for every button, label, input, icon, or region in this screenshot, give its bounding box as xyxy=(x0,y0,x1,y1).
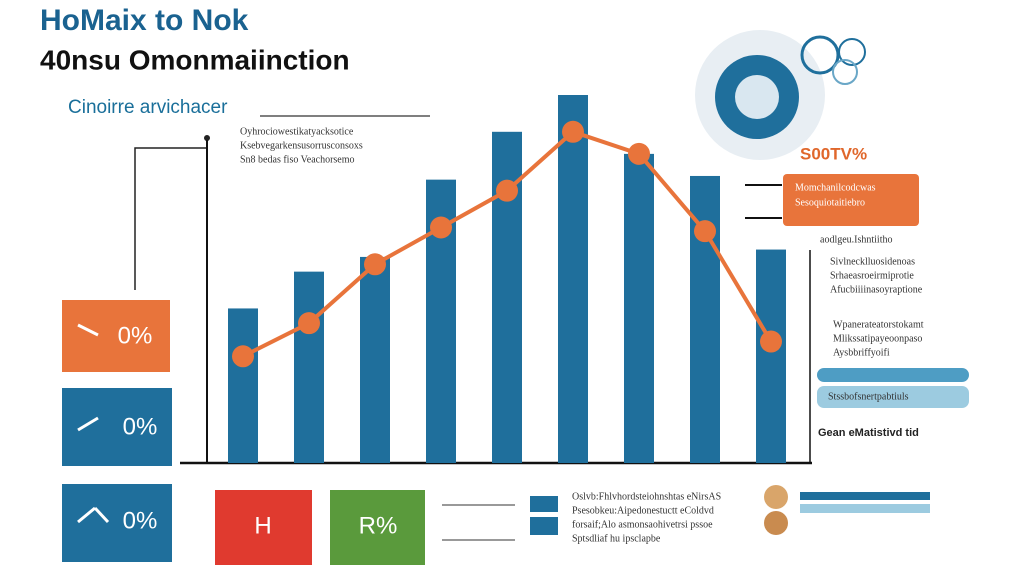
section-title: Cinoirre arvichacer xyxy=(68,97,228,118)
bar xyxy=(360,256,390,463)
note: Ksebvegarkensusorrusconsoxs xyxy=(240,140,363,151)
point xyxy=(364,253,386,276)
band xyxy=(817,386,969,408)
note: Oyhrociowestikatyacksotice xyxy=(240,126,354,137)
band xyxy=(817,368,969,382)
info: Mlikssatipayeoonpaso xyxy=(833,333,922,344)
info: Srhaeasroeirmiprotie xyxy=(830,270,914,281)
bar xyxy=(558,95,588,463)
info: Wpanerateatorstokamt xyxy=(833,319,924,330)
stat-label: 0% xyxy=(123,413,158,440)
point xyxy=(628,142,650,165)
info: Sivlnecklluosidenoas xyxy=(830,256,915,267)
bar xyxy=(756,249,786,463)
info: aodlgeu.Ishntiitho xyxy=(820,234,893,245)
stat-box xyxy=(62,484,172,562)
point xyxy=(430,216,452,239)
banner-text: Momchanilcodcwas xyxy=(795,182,876,193)
swatch xyxy=(530,517,558,535)
dot xyxy=(204,135,210,141)
banner xyxy=(783,174,919,226)
point xyxy=(232,345,254,368)
info: Stssbofsnertpabtiuls xyxy=(828,391,909,402)
stat-label: 0% xyxy=(123,507,158,534)
stat-box xyxy=(330,490,425,565)
point xyxy=(298,312,320,335)
stat-box xyxy=(62,300,170,372)
point xyxy=(760,330,782,353)
point xyxy=(562,120,584,143)
connector xyxy=(134,147,207,290)
note: Psesobkeu:Aipedonestuctt eColdvd xyxy=(572,505,714,516)
title: HoMaix to Nok xyxy=(40,4,249,37)
footer: Gean eMatistivd tid xyxy=(818,427,919,439)
point xyxy=(694,220,716,243)
stat-label: 0% xyxy=(118,322,153,349)
info: Afucbiiiinasoyraptione xyxy=(830,284,923,295)
note: Sn8 bedas fiso Veachorsemo xyxy=(240,154,355,165)
icon xyxy=(77,323,110,524)
decoration xyxy=(695,30,866,160)
note: Sptsdliaf hu ipsclapbe xyxy=(572,533,661,544)
bar xyxy=(294,271,324,463)
stat-label: H xyxy=(254,512,271,539)
headline: S00TV% xyxy=(800,144,867,163)
stat-box xyxy=(215,490,312,565)
subtitle: 40nsu Omonmaiinction xyxy=(40,44,350,75)
bar xyxy=(228,308,258,463)
note: Oslvb:Fhlvhordsteiohnshtas eNirsAS xyxy=(572,491,721,502)
stat-label: R% xyxy=(359,512,398,539)
point xyxy=(496,179,518,202)
coins xyxy=(764,485,930,535)
bar xyxy=(624,153,654,463)
note: forsaif;Alo asmonsaohivetrsi pssoe xyxy=(572,519,713,530)
swatch xyxy=(530,496,558,512)
banner-text: Sesoquiotaitiebro xyxy=(795,197,865,208)
info: Aysbbriffyoifi xyxy=(833,347,890,358)
